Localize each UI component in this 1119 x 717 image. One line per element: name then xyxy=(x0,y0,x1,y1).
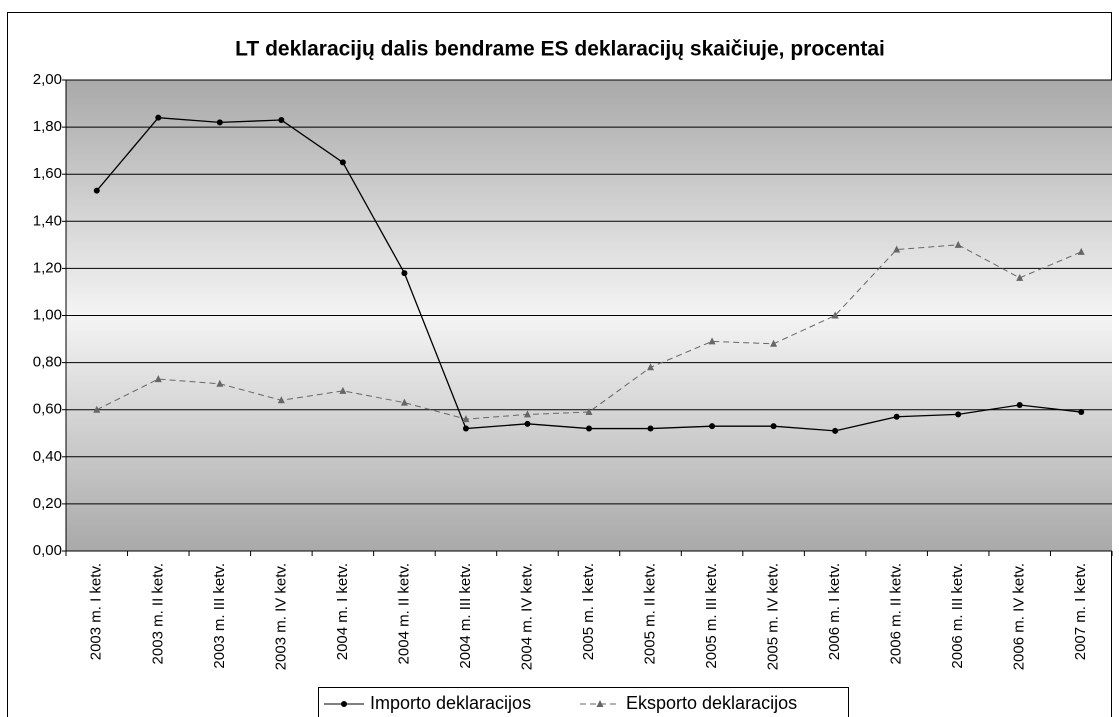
y-tick-label: 0,60 xyxy=(33,401,62,418)
marker xyxy=(339,386,347,394)
legend-box xyxy=(318,687,849,717)
marker xyxy=(893,413,900,420)
y-tick-label: 2,00 xyxy=(33,71,62,88)
x-tick-label: 2005 m. I ketv. xyxy=(580,563,597,660)
marker xyxy=(524,420,531,427)
x-tick-label: 2007 m. I ketv. xyxy=(1072,563,1089,660)
marker xyxy=(523,410,531,418)
marker xyxy=(831,311,839,319)
marker xyxy=(1016,273,1024,281)
y-tick-label: 1,60 xyxy=(33,165,62,182)
marker xyxy=(93,405,101,413)
marker xyxy=(708,337,716,345)
marker xyxy=(339,159,346,166)
marker xyxy=(216,119,223,126)
x-tick-label: 2003 m. II ketv. xyxy=(149,563,166,664)
marker xyxy=(277,396,285,404)
x-tick-label: 2005 m. II ketv. xyxy=(641,563,658,664)
y-tick-label: 0,20 xyxy=(33,495,62,512)
marker xyxy=(401,270,408,277)
marker xyxy=(1078,409,1085,416)
marker xyxy=(462,425,469,432)
x-tick-label: 2004 m. IV ketv. xyxy=(518,563,535,670)
marker xyxy=(893,245,901,253)
y-tick-label: 1,40 xyxy=(33,212,62,229)
legend-marker xyxy=(341,701,347,707)
y-tick-label: 1,00 xyxy=(33,306,62,323)
y-tick-label: 0,80 xyxy=(33,354,62,371)
x-tick-label: 2005 m. IV ketv. xyxy=(765,563,782,670)
x-tick-label: 2003 m. III ketv. xyxy=(211,563,228,669)
marker xyxy=(400,398,408,406)
marker xyxy=(585,408,593,416)
marker xyxy=(155,114,162,121)
marker xyxy=(770,339,778,347)
marker xyxy=(709,423,716,430)
x-tick-label: 2003 m. IV ketv. xyxy=(272,563,289,670)
legend-marker xyxy=(596,700,604,707)
marker xyxy=(832,427,839,434)
x-tick-label: 2003 m. I ketv. xyxy=(88,563,105,660)
x-tick-label: 2004 m. III ketv. xyxy=(457,563,474,669)
marker xyxy=(1016,401,1023,408)
y-tick-label: 1,80 xyxy=(33,118,62,135)
y-tick-label: 1,20 xyxy=(33,259,62,276)
marker xyxy=(647,363,655,371)
y-tick-label: 0,40 xyxy=(33,448,62,465)
legend: Importo deklaracijos Eksporto deklaracijo… xyxy=(318,687,849,717)
x-tick-label: 2006 m. III ketv. xyxy=(949,563,966,669)
x-tick-label: 2006 m. II ketv. xyxy=(888,563,905,664)
legend-label: Importo deklaracijos xyxy=(370,693,531,713)
legend-label: Eksporto deklaracijos xyxy=(626,693,797,713)
marker xyxy=(154,375,162,383)
series-line xyxy=(96,244,1082,420)
marker xyxy=(586,425,592,432)
marker xyxy=(770,423,777,430)
x-tick-label: 2006 m. IV ketv. xyxy=(1011,563,1028,670)
x-tick-label: 2005 m. III ketv. xyxy=(703,563,720,669)
chart-title: LT deklaracijų dalis bendrame ES deklara… xyxy=(235,38,885,61)
marker xyxy=(954,240,962,248)
marker xyxy=(278,117,285,124)
x-tick-label: 2004 m. II ketv. xyxy=(395,563,412,664)
x-tick-label: 2006 m. I ketv. xyxy=(826,563,843,660)
marker xyxy=(647,425,654,432)
y-tick-label: 0,00 xyxy=(33,542,62,559)
marker xyxy=(955,411,962,418)
x-tick-label: 2004 m. I ketv. xyxy=(334,563,351,660)
marker xyxy=(216,379,224,387)
marker xyxy=(93,187,100,194)
marker xyxy=(462,415,470,423)
marker xyxy=(1077,247,1085,255)
